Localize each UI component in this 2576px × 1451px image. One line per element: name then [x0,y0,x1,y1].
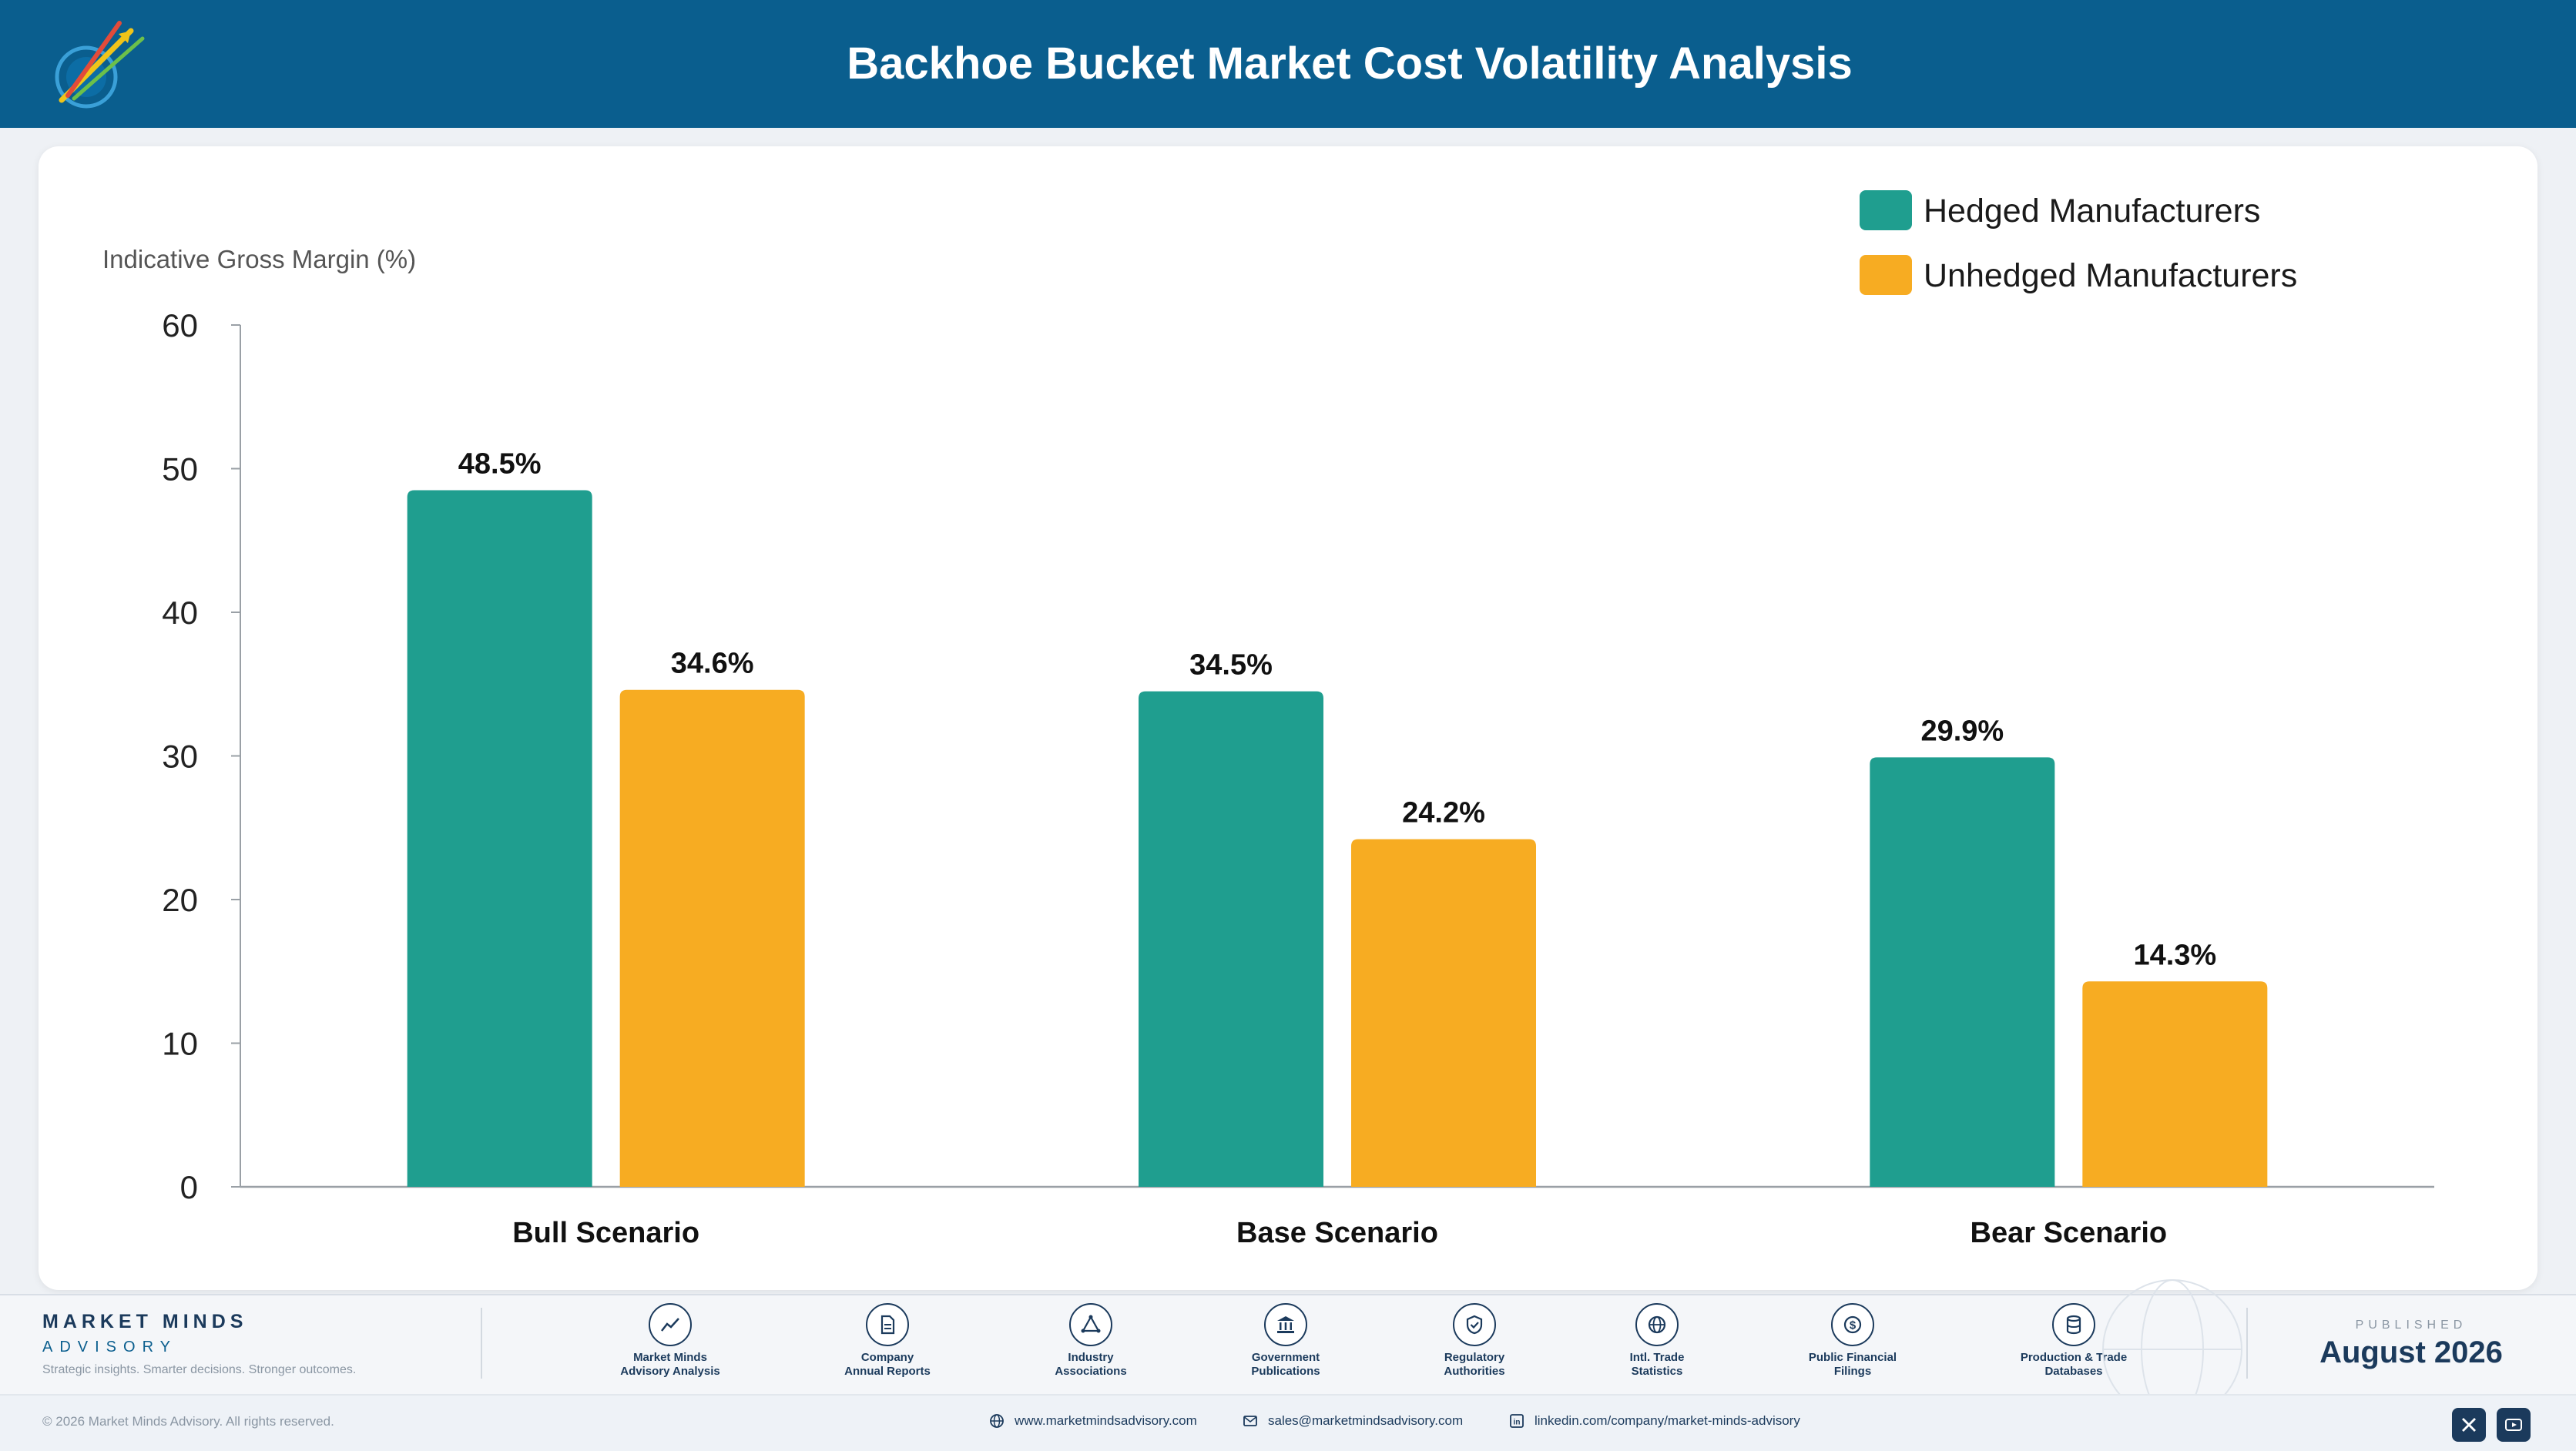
y-tick-label: 0 [180,1169,198,1205]
y-tick-label: 10 [162,1026,198,1062]
email-link[interactable]: sales@marketmindsadvisory.com [1242,1412,1463,1429]
bar-value-label: 34.5% [1189,649,1273,682]
x-social-button[interactable] [2452,1408,2486,1442]
globe-icon [1635,1303,1679,1346]
linkedin-icon: in [1508,1412,1525,1429]
bar-unhedged [2082,981,2268,1187]
legend: Hedged Manufacturers Unhedged Manufactur… [1860,190,2297,295]
source-label: Market Minds Advisory Analysis [620,1351,720,1378]
website-text: www.marketmindsadvisory.com [1015,1413,1197,1428]
legend-label-unhedged: Unhedged Manufacturers [1924,257,2297,294]
database-icon [2052,1303,2095,1346]
published-date: August 2026 [2319,1335,2503,1369]
y-tick-label: 30 [162,739,198,775]
shield-check-icon [1453,1303,1496,1346]
page-title: Backhoe Bucket Market Cost Volatility An… [847,39,1853,89]
brand-tagline: Strategic insights. Smarter decisions. S… [42,1363,357,1376]
copyright-text: © 2026 Market Minds Advisory. All rights… [42,1414,334,1429]
source-label: Intl. Trade Statistics [1629,1351,1685,1378]
svg-text:$: $ [1850,1319,1857,1332]
svg-text:in: in [1514,1419,1521,1427]
email-text: sales@marketmindsadvisory.com [1268,1413,1464,1428]
source-label: Company Annual Reports [844,1351,931,1378]
y-axis: 0 10 20 30 40 50 60 [162,307,2434,1205]
website-link[interactable]: www.marketmindsadvisory.com [988,1412,1197,1429]
bar-hedged [1139,691,1323,1187]
bar-value-label: 29.9% [1920,715,2004,747]
source-item-regulatory: Regulatory Authorities [1397,1303,1551,1379]
youtube-icon [2505,1419,2522,1431]
x-axis-labels: Bull Scenario Base Scenario Bear Scenario [512,1217,2167,1249]
y-tick-label: 40 [162,595,198,631]
globe-watermark [2102,1279,2242,1396]
network-icon [1069,1303,1112,1346]
source-label: Government Publications [1251,1351,1320,1378]
source-item-annual-reports: Company Annual Reports [810,1303,964,1379]
youtube-social-button[interactable] [2497,1408,2531,1442]
x-category-label: Bull Scenario [512,1217,699,1249]
bar-unhedged [619,689,805,1187]
bars: 48.5% 34.6% 34.5% 24.2% 29.9% 14.3% [407,447,2268,1187]
header-bar: Backhoe Bucket Market Cost Volatility An… [0,0,2576,128]
y-tick-label: 60 [162,307,198,343]
source-item-production-databases: Production & Trade Databases [1997,1303,2151,1379]
legend-swatch-hedged [1860,190,1912,230]
bar-value-label: 24.2% [1402,797,1485,829]
bar-value-label: 34.6% [671,648,754,680]
chart-line-icon [649,1303,692,1346]
brand-subtitle: ADVISORY [42,1339,177,1355]
government-building-icon [1264,1303,1307,1346]
y-tick-label: 20 [162,882,198,918]
source-item-financial-filings: $ Public Financial Filings [1776,1303,1930,1379]
footer-divider [2246,1308,2248,1379]
bar-value-label: 14.3% [2133,939,2216,971]
footer: MARKET MINDS ADVISORY Strategic insights… [0,1279,2576,1451]
linkedin-text: linkedin.com/company/market-minds-adviso… [1535,1413,1800,1428]
mail-icon [1242,1412,1259,1429]
source-label: Industry Associations [1055,1351,1127,1378]
x-logo-icon [2462,1418,2476,1432]
source-item-trade-statistics: Intl. Trade Statistics [1580,1303,1734,1379]
company-logo [55,21,145,109]
bar-hedged [1870,757,2055,1187]
x-category-label: Bear Scenario [1971,1217,2168,1249]
legend-label-hedged: Hedged Manufacturers [1924,193,2260,230]
footer-divider [481,1308,482,1379]
bar-unhedged [1351,839,1536,1187]
published-label: PUBLISHED [2355,1319,2467,1332]
linkedin-link[interactable]: in linkedin.com/company/market-minds-adv… [1508,1412,1800,1429]
y-axis-label: Indicative Gross Margin (%) [102,245,416,273]
source-item-market-minds: Market Minds Advisory Analysis [593,1303,747,1379]
source-item-government: Government Publications [1209,1303,1363,1379]
globe-icon [988,1412,1005,1429]
dollar-coin-icon: $ [1831,1303,1874,1346]
brand-name: MARKET MINDS [42,1311,248,1332]
source-item-industry-associations: Industry Associations [1014,1303,1168,1379]
bar-value-label: 48.5% [458,447,542,480]
source-label: Production & Trade Databases [2020,1351,2128,1378]
legend-swatch-unhedged [1860,255,1912,295]
bar-chart: Indicative Gross Margin (%) 0 10 20 30 40 50 6… [102,190,2434,1249]
source-label: Regulatory Authorities [1444,1351,1505,1378]
footer-bottom-bar: © 2026 Market Minds Advisory. All rights… [0,1394,2576,1451]
document-icon [866,1303,909,1346]
x-category-label: Base Scenario [1236,1217,1438,1249]
bar-hedged [407,490,592,1187]
source-label: Public Financial Filings [1808,1351,1897,1378]
y-tick-label: 50 [162,451,198,488]
